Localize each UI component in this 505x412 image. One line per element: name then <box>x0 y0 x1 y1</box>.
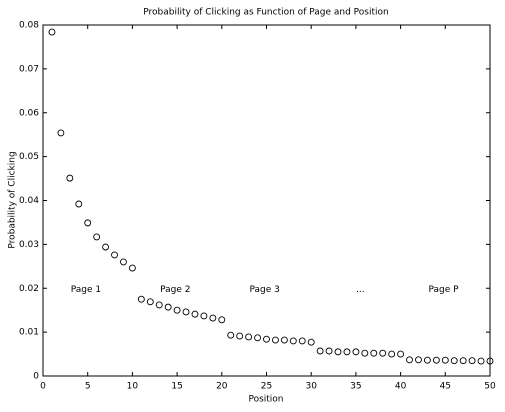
point <box>441 356 449 364</box>
point <box>209 314 217 322</box>
point <box>307 338 315 346</box>
point <box>379 349 387 357</box>
point <box>93 233 101 241</box>
point <box>415 356 422 364</box>
x-tick-label: 0 <box>40 382 46 392</box>
point <box>397 350 405 358</box>
point <box>468 357 476 365</box>
point <box>236 332 244 340</box>
point <box>182 308 190 316</box>
annotation: Page 2 <box>160 285 190 295</box>
point <box>111 251 118 259</box>
point <box>334 348 342 356</box>
y-tick-label: 0.05 <box>19 152 39 162</box>
x-tick-label: 20 <box>216 382 228 392</box>
y-axis-label: Probability of Clicking <box>8 151 18 248</box>
point <box>128 264 136 272</box>
point <box>388 350 396 358</box>
y-tick-label: 0.04 <box>19 196 39 206</box>
point <box>325 347 333 355</box>
x-tick-label: 30 <box>305 382 317 392</box>
x-tick-label: 45 <box>440 382 451 392</box>
x-axis-label: Position <box>248 395 283 405</box>
y-tick-label: 0.06 <box>19 108 39 118</box>
point <box>66 174 74 182</box>
x-tick-label: 35 <box>350 382 361 392</box>
point <box>200 312 208 320</box>
point <box>173 306 181 314</box>
point <box>146 298 154 306</box>
annotation: Page P <box>428 285 459 295</box>
point <box>361 349 369 357</box>
point <box>191 310 199 318</box>
point <box>343 348 351 356</box>
point <box>48 28 56 36</box>
point <box>450 357 458 365</box>
point <box>164 303 172 311</box>
point <box>477 357 485 365</box>
y-tick-label: 0 <box>33 372 39 382</box>
x-tick-label: 10 <box>127 382 139 392</box>
point <box>423 356 431 364</box>
y-tick-label: 0.03 <box>19 240 39 250</box>
point <box>137 295 145 303</box>
point <box>102 243 110 251</box>
point <box>218 316 226 324</box>
point <box>75 200 83 208</box>
point <box>57 129 65 137</box>
point <box>352 348 360 356</box>
point <box>316 347 324 355</box>
chart-title: Probability of Clicking as Function of P… <box>143 8 388 18</box>
point <box>370 349 378 357</box>
point <box>263 335 270 343</box>
point <box>280 336 288 344</box>
annotation: Page 1 <box>71 285 101 295</box>
y-tick-label: 0.01 <box>19 328 39 338</box>
point <box>227 331 235 339</box>
point <box>459 357 467 365</box>
point <box>486 357 494 365</box>
point <box>271 336 279 344</box>
point <box>254 334 262 342</box>
point <box>289 337 297 345</box>
x-tick-label: 5 <box>85 382 91 392</box>
point <box>298 337 306 345</box>
point <box>432 356 440 364</box>
y-tick-label: 0.02 <box>19 284 39 294</box>
x-tick-label: 50 <box>484 382 496 392</box>
y-tick-label: 0.07 <box>19 64 39 74</box>
point <box>120 258 127 266</box>
x-tick-label: 25 <box>261 382 272 392</box>
x-tick-label: 15 <box>171 382 182 392</box>
point <box>155 301 163 309</box>
point <box>84 219 92 227</box>
annotation: ... <box>356 285 365 295</box>
x-tick-label: 40 <box>395 382 407 392</box>
annotation: Page 3 <box>250 285 280 295</box>
y-tick-label: 0.08 <box>19 21 39 31</box>
point <box>406 356 413 364</box>
point <box>245 333 253 341</box>
